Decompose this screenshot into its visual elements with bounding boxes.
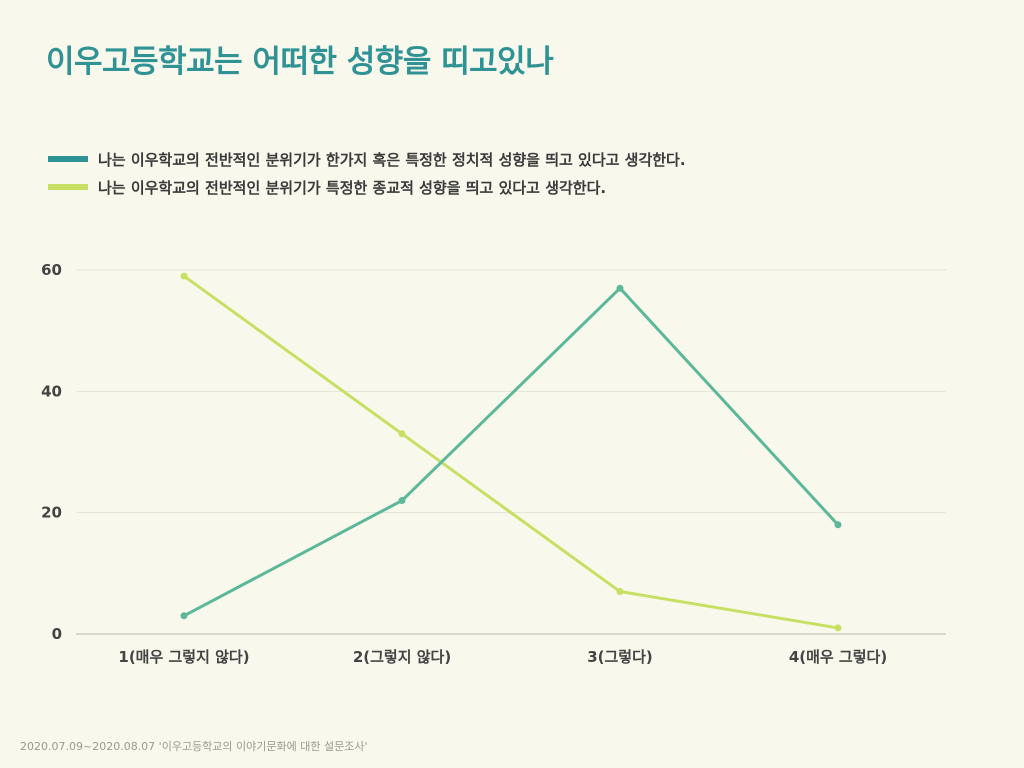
y-tick-label: 40 (41, 382, 62, 400)
y-tick-label: 0 (52, 625, 62, 643)
data-point-religious (180, 272, 188, 280)
data-point-political (180, 612, 188, 620)
legend-item-political: 나는 이우학교의 전반적인 분위기가 한가지 혹은 특정한 정치적 성향을 띄고… (48, 145, 686, 173)
series-line-religious (182, 274, 840, 630)
y-tick-label: 60 (41, 261, 62, 279)
x-tick-label: 2(그렇지 않다) (353, 648, 451, 666)
x-tick-label: 3(그렇다) (587, 648, 653, 666)
legend-label-religious: 나는 이우학교의 전반적인 분위기가 특정한 종교적 성향을 띄고 있다고 생각… (98, 178, 607, 197)
data-point-religious (616, 588, 624, 596)
y-tick-label: 20 (41, 504, 62, 522)
chart-title: 이우고등학교는 어떠한 성향을 띠고있나 (46, 44, 554, 80)
x-tick-label: 4(매우 그렇다) (789, 648, 887, 666)
series-line-political (182, 286, 840, 618)
legend-item-religious: 나는 이우학교의 전반적인 분위기가 특정한 종교적 성향을 띄고 있다고 생각… (48, 173, 686, 201)
legend: 나는 이우학교의 전반적인 분위기가 한가지 혹은 특정한 정치적 성향을 띄고… (48, 145, 686, 201)
x-tick-label: 1(매우 그렇지 않다) (118, 648, 249, 666)
data-point-political (398, 497, 406, 505)
data-point-political (616, 284, 624, 292)
data-point-political (834, 521, 842, 529)
legend-swatch-religious (48, 184, 88, 190)
legend-label-political: 나는 이우학교의 전반적인 분위기가 한가지 혹은 특정한 정치적 성향을 띄고… (98, 150, 686, 169)
data-point-religious (834, 624, 842, 632)
data-point-religious (398, 430, 406, 438)
source-footnote: 2020.07.09~2020.08.07 '이우고등학교의 이야기문화에 대한… (20, 740, 368, 753)
legend-swatch-political (48, 156, 88, 162)
